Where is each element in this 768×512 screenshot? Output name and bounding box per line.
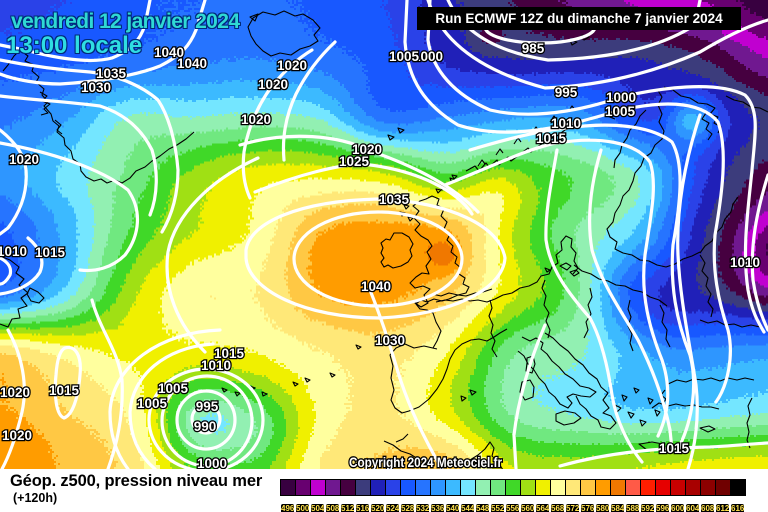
svg-text:995: 995 xyxy=(196,399,219,414)
svg-text:1005: 1005 xyxy=(605,104,636,119)
svg-text:1040: 1040 xyxy=(361,279,391,294)
svg-text:1015: 1015 xyxy=(49,383,80,398)
svg-text:1020: 1020 xyxy=(2,428,32,443)
svg-text:1000: 1000 xyxy=(197,456,227,469)
svg-text:1005: 1005 xyxy=(389,49,420,64)
svg-text:1040: 1040 xyxy=(177,56,207,71)
svg-text:1020: 1020 xyxy=(277,58,307,73)
svg-text:1000: 1000 xyxy=(413,49,443,64)
svg-text:1020: 1020 xyxy=(241,112,271,127)
svg-text:1015: 1015 xyxy=(659,441,690,456)
svg-text:995: 995 xyxy=(555,85,578,100)
svg-text:990: 990 xyxy=(194,419,217,434)
svg-text:1015: 1015 xyxy=(214,346,245,361)
svg-text:1030: 1030 xyxy=(81,80,111,95)
svg-text:1040: 1040 xyxy=(154,45,184,60)
svg-text:985: 985 xyxy=(522,41,545,56)
svg-text:1020: 1020 xyxy=(258,77,288,92)
svg-text:1005: 1005 xyxy=(158,381,189,396)
svg-text:1010: 1010 xyxy=(551,116,581,131)
svg-text:1010: 1010 xyxy=(0,244,27,259)
svg-text:1020: 1020 xyxy=(9,152,39,167)
svg-text:1030: 1030 xyxy=(375,333,405,348)
svg-text:1025: 1025 xyxy=(339,154,370,169)
svg-text:Copyright 2024 Meteociel.fr: Copyright 2024 Meteociel.fr xyxy=(349,454,502,469)
svg-text:1010: 1010 xyxy=(730,255,760,270)
svg-text:1020: 1020 xyxy=(0,385,30,400)
svg-text:1020: 1020 xyxy=(352,142,382,157)
svg-text:1035: 1035 xyxy=(96,66,127,81)
svg-text:1015: 1015 xyxy=(536,131,567,146)
svg-text:1010: 1010 xyxy=(201,358,231,373)
svg-text:1005: 1005 xyxy=(137,396,168,411)
svg-text:1035: 1035 xyxy=(379,192,410,207)
svg-text:1000: 1000 xyxy=(606,90,636,105)
svg-text:1015: 1015 xyxy=(35,245,66,260)
